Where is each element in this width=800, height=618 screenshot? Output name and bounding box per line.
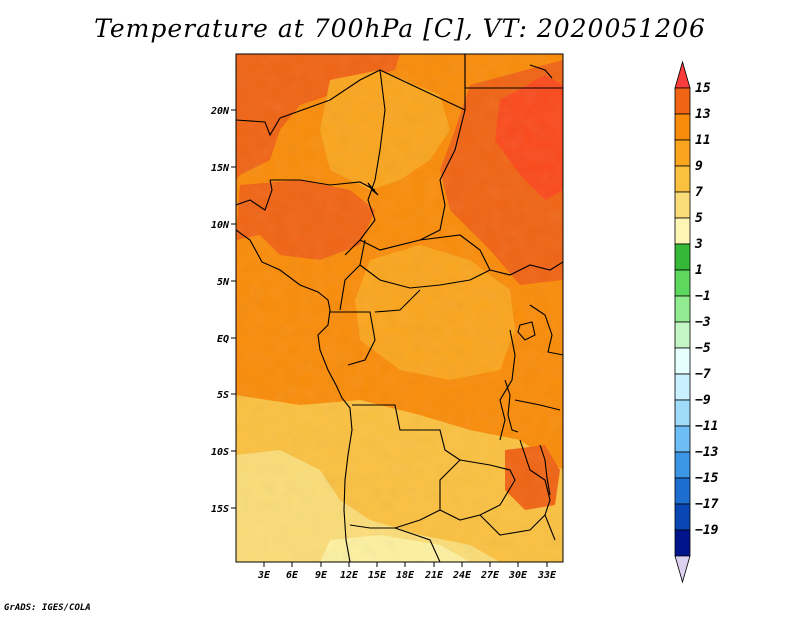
field-11-13-northwest <box>236 54 400 180</box>
temperature-field <box>236 54 563 562</box>
colorbar-swatch <box>674 139 691 167</box>
border-drc-west <box>374 289 421 313</box>
colorbar-label: 11 <box>695 133 711 148</box>
lake-victoria <box>517 321 536 341</box>
field-5-7-south-patch <box>320 535 470 562</box>
lon-label: 27E <box>480 570 500 581</box>
lon-label: 21E <box>424 570 444 581</box>
colorbar-swatch <box>674 477 691 505</box>
colorbar-label: 7 <box>695 185 703 200</box>
border-mozambique <box>519 439 556 541</box>
border-angola <box>349 404 461 529</box>
lake-tanganyika <box>504 379 519 433</box>
colorbar-label: 13 <box>695 107 711 122</box>
colorbar-swatch <box>674 165 691 193</box>
border-zimbabwe <box>479 514 546 536</box>
colorbar: 15 13 11 9 7 5 3 1 −1 −3 −5 −7 −9 −11 −13 −15 −17 −19 <box>674 60 719 584</box>
colorbar-label: −19 <box>695 523 719 538</box>
colorbar-label: −7 <box>695 367 711 382</box>
colorbar-swatch <box>674 347 691 375</box>
colorbar-label: 15 <box>695 81 711 96</box>
colorbar-label: 3 <box>694 237 703 252</box>
border-cameroon <box>339 239 366 311</box>
latitude-ticks <box>231 109 236 509</box>
colorbar-swatch <box>674 243 691 271</box>
field-13-15-sudan <box>495 75 563 200</box>
field-5-7-southwest <box>236 450 500 562</box>
colorbar-swatch <box>674 451 691 479</box>
field-11-13-malawi <box>505 445 560 510</box>
colorbar-swatch <box>674 269 691 297</box>
lon-label: 33E <box>537 570 557 581</box>
colorbar-label: −3 <box>695 315 711 330</box>
colorbar-swatch <box>674 503 691 531</box>
colorbar-swatch <box>674 425 691 453</box>
border-south-sudan <box>489 261 563 276</box>
colorbar-label: −5 <box>695 341 711 356</box>
colorbar-swatch <box>674 295 691 323</box>
lat-label: 10S <box>211 447 229 458</box>
border-namibia-botswana <box>394 527 441 562</box>
colorbar-label: −9 <box>695 393 711 408</box>
border-uganda-kenya <box>529 304 563 356</box>
lon-label: 30E <box>508 570 528 581</box>
lon-label: 15E <box>368 570 387 581</box>
colorbar-bottom-arrow <box>674 555 691 584</box>
colorbar-label: −17 <box>695 497 719 512</box>
lake-malawi <box>539 444 551 496</box>
lon-label: 9E <box>315 570 328 581</box>
colorbar-swatch <box>674 399 691 427</box>
lon-label: 24E <box>452 570 472 581</box>
map-frame <box>235 53 564 563</box>
border-mali-burkina <box>236 179 273 211</box>
border-zambia <box>439 459 516 521</box>
border-gabon-congo <box>330 311 376 366</box>
colorbar-label: 9 <box>695 159 703 174</box>
red-sea-coast <box>529 64 553 79</box>
border-algeria-niger <box>279 69 381 119</box>
map-title: Temperature at 700hPa [C], VT: 202005120… <box>94 14 706 43</box>
colorbar-swatch <box>674 217 691 245</box>
longitude-ticks <box>263 562 548 567</box>
colorbar-swatch <box>674 191 691 219</box>
lon-label: 3E <box>257 570 271 581</box>
grads-credit: GrADS: IGES/COLA <box>4 603 91 613</box>
border-tanzania <box>514 399 561 411</box>
lat-label: 5S <box>217 390 229 401</box>
lat-label: 5N <box>217 277 230 288</box>
colorbar-top-arrow <box>674 60 691 89</box>
field-11-13-nigeria <box>236 180 375 260</box>
lat-label: 10N <box>211 220 230 231</box>
colorbar-swatch <box>674 113 691 141</box>
colorbar-swatch <box>674 373 691 401</box>
colorbar-swatch <box>674 529 691 557</box>
lake-chad <box>367 182 379 196</box>
field-9-11-sahel <box>320 70 450 190</box>
latitude-labels: 20N 15N 10N 5N EQ 5S 10S 15S <box>210 106 230 515</box>
colorbar-swatch <box>674 321 691 349</box>
lon-label: 18E <box>396 570 415 581</box>
political-boundaries <box>236 54 563 562</box>
lon-label: 6E <box>286 570 299 581</box>
border-mauritania-mali <box>236 117 281 137</box>
border-drc-east <box>499 329 516 441</box>
lat-label: 15S <box>211 504 229 515</box>
colorbar-label: −13 <box>695 445 719 460</box>
border-niger-nigeria <box>270 179 376 191</box>
colorbar-label: 5 <box>695 211 703 226</box>
colorbar-label: −1 <box>695 289 711 304</box>
border-sudan-chad <box>419 109 466 241</box>
colorbar-swatch <box>674 87 691 115</box>
colorbar-label: −15 <box>695 471 719 486</box>
longitude-labels: 3E 6E 9E 12E 15E 18E 21E 24E 27E 30E 33E <box>257 570 557 581</box>
lat-label: EQ <box>217 334 229 345</box>
lat-label: 20N <box>210 106 230 117</box>
field-9-11-congo <box>355 245 515 380</box>
lat-label: 15N <box>211 163 230 174</box>
colorbar-label: −11 <box>695 419 718 434</box>
coastline-west-africa <box>236 229 353 562</box>
colorbar-label: 1 <box>695 263 703 278</box>
lon-label: 12E <box>340 570 359 581</box>
